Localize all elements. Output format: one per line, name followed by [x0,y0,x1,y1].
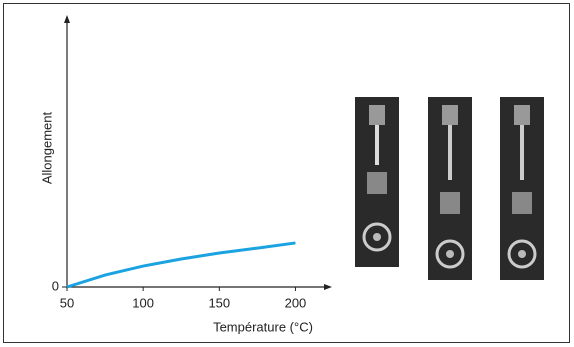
x-tick-label: 100 [132,295,154,310]
y-axis-arrow [64,15,70,23]
x-tick-label: 200 [285,295,307,310]
x-axis-label: Température (°C) [213,319,313,334]
frame [3,3,570,343]
photo [500,97,544,280]
photo [428,97,472,280]
photo [355,97,399,267]
x-tick-label: 150 [208,295,230,310]
data-line [66,241,296,289]
x-axis-arrow [324,284,332,290]
photos [355,97,544,280]
x-tick-label: 50 [60,295,74,310]
y-axis-label: Allongement [39,111,54,184]
y-tick-label: 0 [52,278,59,293]
